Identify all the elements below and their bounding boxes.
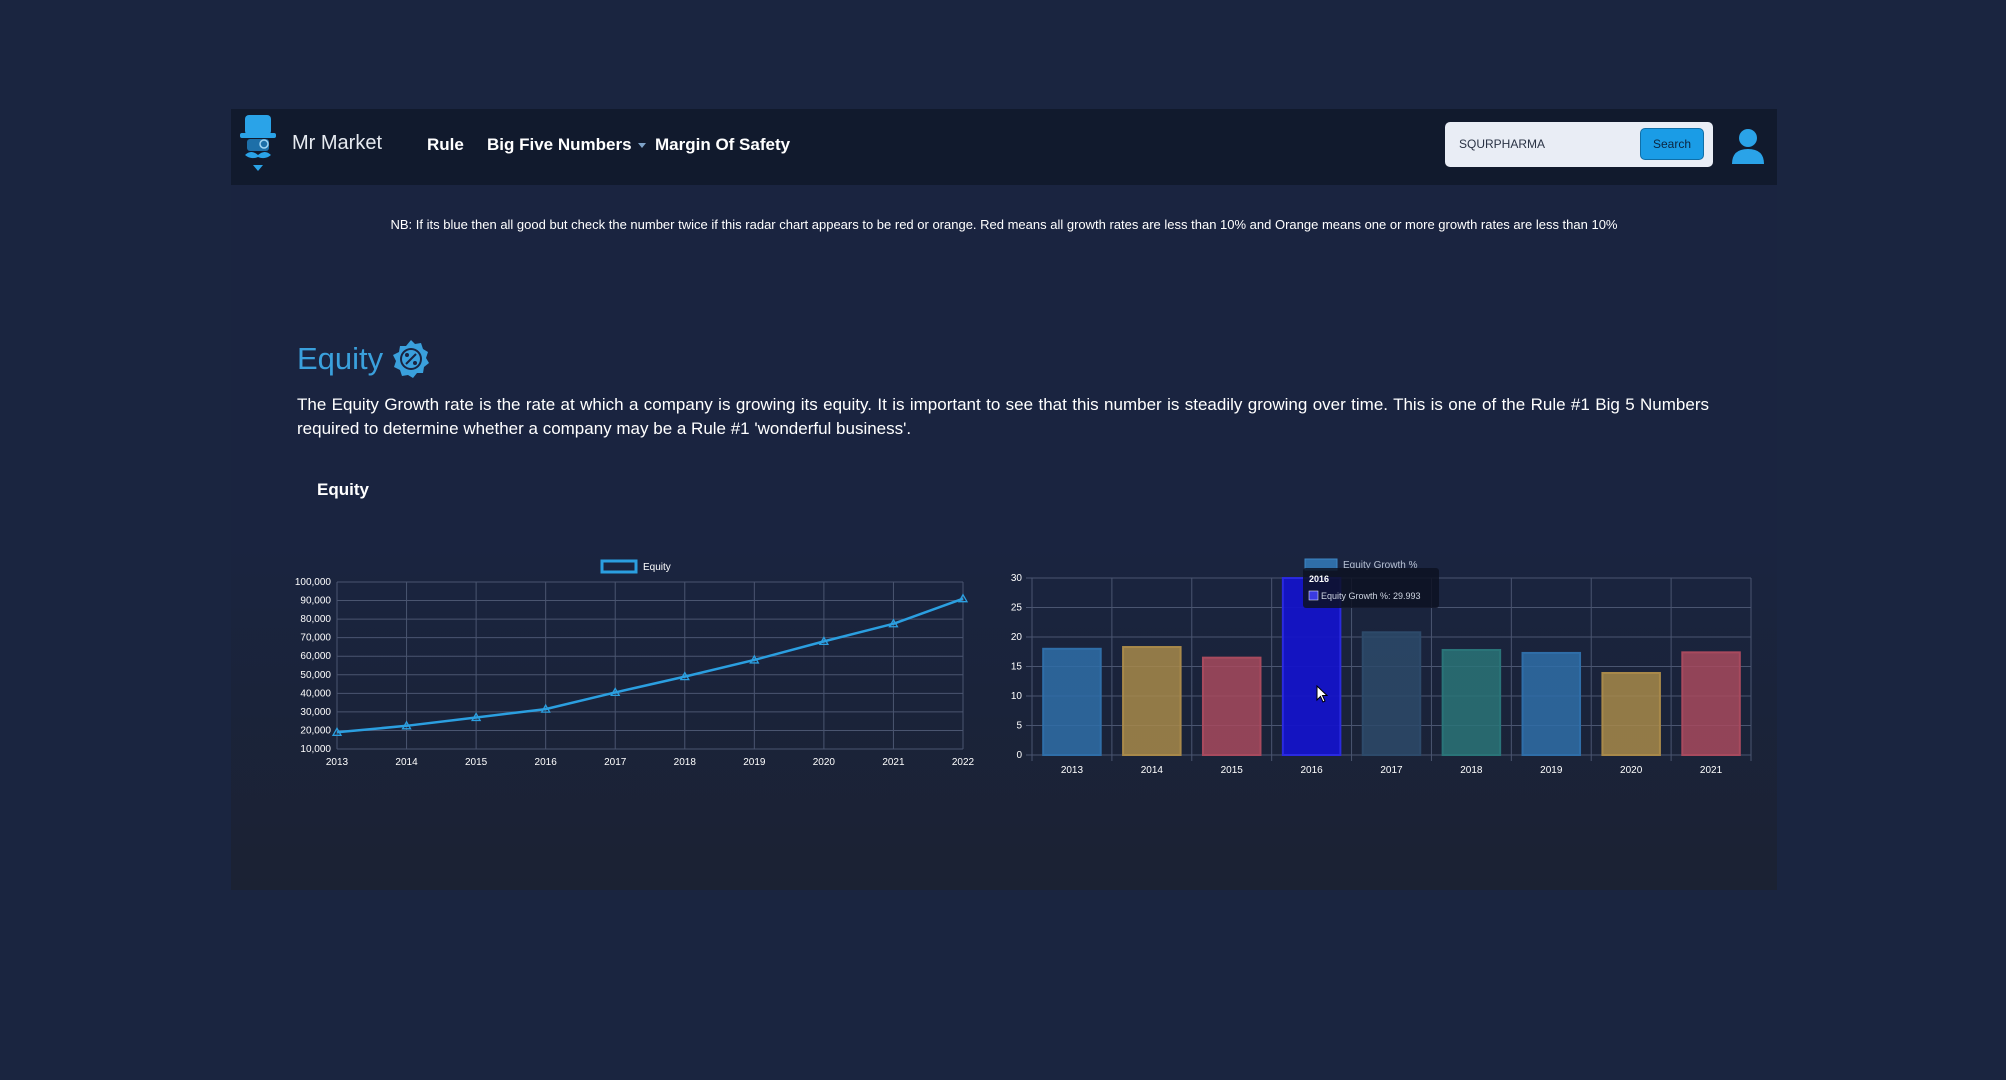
x-tick-label: 2014 <box>395 757 418 768</box>
y-tick-label: 5 <box>1016 721 1022 732</box>
equity-growth-bar-chart: 0 5 10 15 20 25 30 2013 2014 2015 2016 2017 2018 2019… <box>1011 558 1752 776</box>
mr-market-logo-icon[interactable] <box>239 113 279 177</box>
tooltip-title: 2016 <box>1309 574 1329 584</box>
nav-big-five-label: Big Five Numbers <box>487 135 632 154</box>
section-description: The Equity Growth rate is the rate at wh… <box>297 395 1709 438</box>
nav-big-five-numbers[interactable]: Big Five Numbers <box>487 135 646 155</box>
equity-series-line <box>336 597 964 734</box>
y-tick-label: 50,000 <box>300 670 331 681</box>
equity-data-point <box>818 636 830 646</box>
y-tick-label: 20 <box>1011 632 1023 643</box>
x-tick-label: 2016 <box>535 757 558 768</box>
bar-2018 <box>1441 648 1502 756</box>
nav-rule[interactable]: Rule <box>427 135 464 154</box>
y-tick-label: 25 <box>1011 603 1023 614</box>
equity-data-point <box>540 703 551 713</box>
nav-margin-of-safety[interactable]: Margin Of Safety <box>655 135 791 154</box>
tooltip-box <box>1303 568 1439 608</box>
line-chart-legend: Equity <box>600 559 671 574</box>
bar-2013 <box>1042 647 1102 756</box>
x-tick-label: 2021 <box>882 757 905 768</box>
equity-data-point <box>610 687 621 697</box>
y-tick-label: 100,000 <box>295 577 332 588</box>
y-tick-label: 40,000 <box>300 688 331 699</box>
y-tick-label: 30,000 <box>300 707 331 718</box>
x-tick-label: 2020 <box>813 757 836 768</box>
y-tick-label: 20,000 <box>300 725 331 736</box>
navbar: Mr Market Rule Big Five Numbers Margin O… <box>231 109 1777 185</box>
x-tick-label: 2016 <box>1300 765 1323 776</box>
chevron-down-icon <box>637 143 646 149</box>
mouse-cursor-icon <box>1316 685 1328 703</box>
x-tick-label: 2018 <box>674 757 697 768</box>
user-profile-icon[interactable] <box>1731 127 1765 165</box>
y-tick-label: 0 <box>1016 750 1022 761</box>
tooltip-label: Equity Growth %: 29.993 <box>1321 591 1421 601</box>
y-tick-label: 90,000 <box>300 596 331 607</box>
equity-data-point <box>957 593 969 603</box>
bar-2017 <box>1361 631 1422 756</box>
equity-data-point <box>331 726 343 736</box>
bar-tooltip: 2016 Equity Growth %: 29.993 <box>1303 568 1439 608</box>
x-tick-label: 2017 <box>604 757 627 768</box>
equity-data-point <box>470 712 482 722</box>
equity-data-point <box>401 720 412 730</box>
bar-2015 <box>1201 656 1262 756</box>
x-tick-label: 2015 <box>1221 765 1244 776</box>
bar-2020 <box>1601 671 1661 757</box>
x-tick-label: 2017 <box>1380 765 1403 776</box>
equity-data-point <box>679 671 690 681</box>
y-tick-label: 15 <box>1011 662 1023 673</box>
y-tick-label: 10,000 <box>300 744 331 755</box>
brand-name[interactable]: Mr Market <box>292 132 382 154</box>
equity-line-chart: Equity 10,000 20,000 30,000 40,000 50,000 60,0… <box>295 559 975 768</box>
verified-percent-badge-icon <box>393 340 429 378</box>
x-tick-label: 2014 <box>1141 765 1164 776</box>
app-window: Mr Market Rule Big Five Numbers Margin O… <box>231 109 1777 890</box>
x-tick-label: 2018 <box>1460 765 1483 776</box>
x-tick-label: 2019 <box>1540 765 1563 776</box>
x-tick-label: 2013 <box>1061 765 1084 776</box>
section-title: Equity <box>297 341 384 376</box>
x-tick-label: 2021 <box>1700 765 1723 776</box>
x-tick-label: 2019 <box>743 757 766 768</box>
legend-swatch-equity <box>600 559 638 574</box>
x-tick-label: 2013 <box>326 757 349 768</box>
notice-text: NB: If its blue then all good but check … <box>390 217 1618 232</box>
chart-subheading: Equity <box>317 480 369 499</box>
search-button[interactable]: Search <box>1640 128 1704 160</box>
y-tick-label: 10 <box>1011 691 1023 702</box>
tooltip-swatch <box>1308 590 1319 601</box>
x-tick-label: 2022 <box>952 757 975 768</box>
legend-label-equity: Equity <box>643 562 671 573</box>
x-tick-label: 2020 <box>1620 765 1643 776</box>
y-tick-label: 80,000 <box>300 614 331 625</box>
y-tick-label: 30 <box>1011 573 1023 584</box>
x-tick-label: 2015 <box>465 757 488 768</box>
search-box: Search <box>1445 122 1713 167</box>
bar-2014 <box>1122 646 1182 756</box>
legend-label-equity-growth: Equity Growth % <box>1343 560 1418 571</box>
y-tick-label: 60,000 <box>300 651 331 662</box>
equity-data-point <box>888 618 899 628</box>
bar-2019 <box>1521 651 1582 756</box>
search-input[interactable] <box>1455 130 1629 158</box>
y-tick-label: 70,000 <box>300 633 331 644</box>
equity-data-point <box>749 654 760 664</box>
bar-2021 <box>1681 651 1741 756</box>
